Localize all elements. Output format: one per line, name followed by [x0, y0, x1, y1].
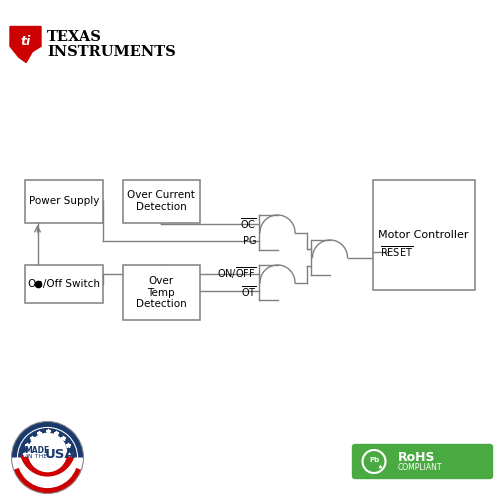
Text: ON/$\overline{\mathrm{OFF}}$: ON/$\overline{\mathrm{OFF}}$ [217, 266, 256, 281]
Bar [25, 180, 102, 222]
Text: ♠: ♠ [378, 465, 382, 470]
Text: $\overline{\mathrm{RESET}}$: $\overline{\mathrm{RESET}}$ [380, 244, 413, 259]
Wedge shape [14, 458, 82, 494]
Text: USA: USA [44, 448, 76, 462]
Polygon shape [10, 26, 41, 63]
Text: INSTRUMENTS: INSTRUMENTS [47, 46, 176, 60]
Text: COMPLIANT: COMPLIANT [398, 464, 442, 472]
Text: PG: PG [243, 236, 256, 246]
Text: ti: ti [20, 35, 30, 48]
Bar [372, 180, 475, 290]
Text: $\overline{\mathrm{OC}}$: $\overline{\mathrm{OC}}$ [240, 216, 256, 231]
Text: RoHS: RoHS [398, 450, 435, 464]
Text: Motor Controller: Motor Controller [378, 230, 469, 240]
Text: $\overline{\mathrm{OT}}$: $\overline{\mathrm{OT}}$ [240, 284, 256, 298]
Bar [25, 265, 102, 302]
Text: MADE: MADE [24, 446, 49, 455]
Text: Pb: Pb [369, 457, 379, 463]
Text: IN THE: IN THE [26, 454, 47, 460]
Text: TEXAS: TEXAS [47, 30, 102, 44]
FancyBboxPatch shape [352, 444, 492, 478]
Wedge shape [12, 422, 84, 458]
Text: On/Off Switch: On/Off Switch [28, 279, 100, 289]
Wedge shape [20, 448, 74, 476]
Bar [122, 180, 200, 222]
Text: Power Supply: Power Supply [28, 196, 99, 206]
Text: Over Current
Detection: Over Current Detection [128, 190, 195, 212]
Wedge shape [18, 428, 77, 458]
Circle shape [28, 432, 68, 472]
Circle shape [12, 422, 84, 494]
Text: Over
Temp
Detection: Over Temp Detection [136, 276, 186, 309]
Bar [122, 265, 200, 320]
Circle shape [17, 427, 78, 488]
